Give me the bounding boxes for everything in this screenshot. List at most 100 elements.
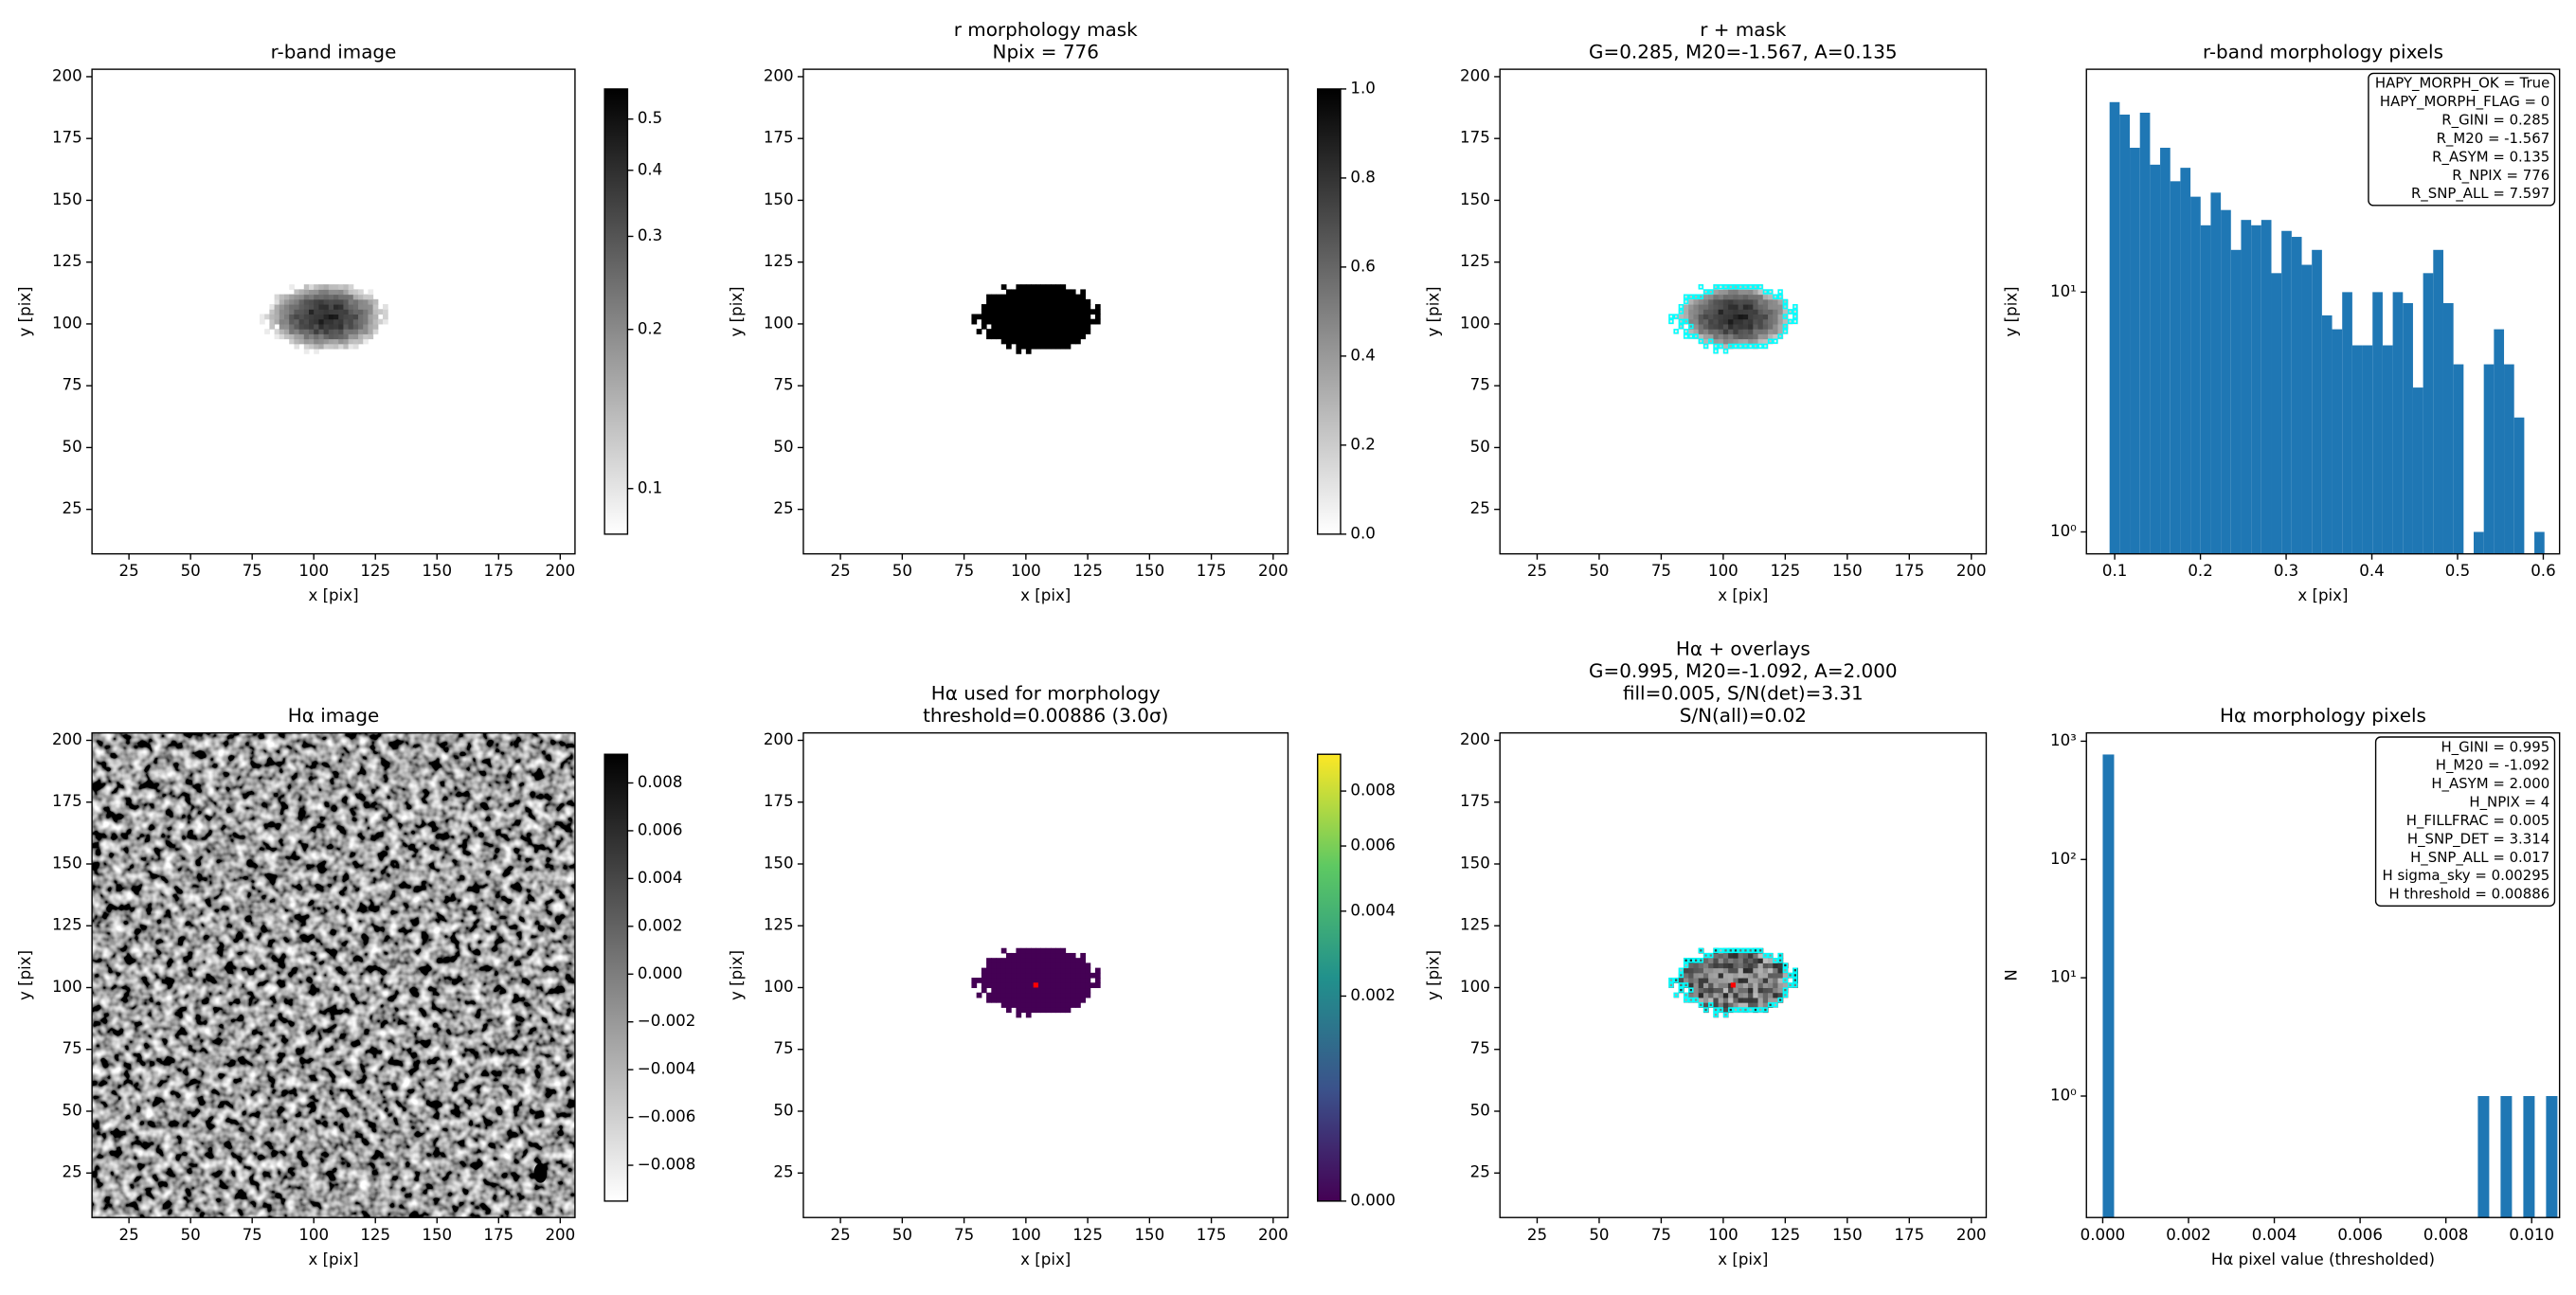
image-pixel	[1080, 298, 1087, 305]
image-pixel	[1025, 284, 1032, 290]
mask-contour	[1733, 284, 1738, 290]
bar	[2342, 292, 2352, 554]
image-pixel	[1050, 338, 1056, 345]
image-pixel	[1708, 333, 1714, 340]
image-pixel	[1777, 962, 1784, 969]
y-tick-label: 125	[52, 916, 82, 934]
image-pixel	[323, 329, 330, 334]
mask-contour	[1792, 309, 1798, 315]
image-pixel	[1777, 958, 1784, 963]
image-pixel	[1045, 972, 1052, 979]
y-tick-label: 200	[52, 730, 82, 748]
image-pixel	[1698, 329, 1704, 334]
y-tick-label: 175	[764, 129, 794, 147]
stats-line: H_SNP_ALL = 0.017	[2410, 849, 2549, 866]
image-pixel	[1702, 997, 1709, 1003]
image-pixel	[1065, 987, 1072, 994]
image-pixel	[318, 329, 325, 334]
image-pixel	[1718, 978, 1724, 983]
axes-frame	[802, 731, 1289, 1218]
image-pixel	[996, 978, 1002, 983]
image-pixel	[1050, 314, 1056, 320]
image-pixel	[1768, 318, 1774, 325]
image-pixel	[264, 314, 270, 320]
image-pixel	[348, 284, 354, 290]
image-pixel	[1713, 294, 1720, 300]
image-pixel	[1055, 314, 1061, 320]
image-pixel	[1040, 962, 1047, 969]
colorbar-tick-label: 0.006	[638, 820, 683, 838]
image-pixel	[1787, 318, 1793, 325]
image-pixel	[1733, 997, 1739, 1003]
image-pixel	[1762, 314, 1769, 320]
image-pixel	[1773, 1002, 1779, 1008]
colorbar	[1317, 753, 1342, 1202]
image-pixel	[1050, 987, 1056, 994]
image-pixel	[323, 284, 330, 290]
bar	[2230, 249, 2242, 554]
image-pixel	[1768, 338, 1774, 345]
image-pixel	[1016, 349, 1022, 354]
image-pixel	[289, 284, 295, 290]
image-pixel	[1060, 323, 1067, 330]
image-pixel	[1738, 958, 1744, 963]
image-pixel	[338, 289, 344, 296]
y-tick-label: 50	[63, 1101, 82, 1119]
image-pixel	[1753, 284, 1759, 290]
image-pixel	[1738, 304, 1744, 310]
y-tick-label: 75	[63, 1039, 82, 1057]
image-pixel	[1011, 972, 1017, 979]
image-pixel	[1777, 987, 1784, 994]
image-pixel	[1055, 309, 1061, 315]
image-pixel	[1055, 298, 1061, 305]
image-pixel	[1025, 304, 1032, 310]
stats-line: R_NPIX = 776	[2452, 167, 2549, 184]
image-pixel	[1031, 309, 1036, 315]
image-pixel	[1792, 309, 1798, 315]
image-pixel	[1055, 1002, 1061, 1008]
image-pixel	[1708, 314, 1714, 320]
image-pixel	[981, 318, 987, 325]
image-pixel	[269, 318, 276, 325]
image-pixel	[1748, 958, 1754, 963]
image-pixel	[1782, 978, 1789, 983]
image-pixel	[1757, 329, 1764, 334]
image-pixel	[1742, 329, 1749, 334]
image-pixel	[303, 314, 310, 320]
image-pixel	[314, 338, 319, 345]
image-pixel	[1722, 1007, 1729, 1014]
mask-contour	[1787, 318, 1793, 325]
image-pixel	[1045, 304, 1052, 310]
image-pixel	[1005, 978, 1012, 983]
mask-contour	[1773, 958, 1778, 963]
y-tick-label: 50	[773, 1101, 793, 1119]
mask-contour	[1678, 982, 1684, 988]
mask-contour	[1683, 982, 1689, 988]
image-pixel	[1060, 294, 1067, 300]
image-pixel	[1768, 967, 1774, 974]
image-pixel	[991, 323, 998, 330]
mask-contour	[1698, 294, 1704, 299]
x-tick-label: 0.6	[2531, 562, 2555, 580]
image-pixel	[996, 329, 1002, 334]
image-pixel	[1025, 962, 1032, 969]
image-pixel	[1055, 294, 1061, 300]
x-tick-label: 75	[954, 1226, 974, 1244]
image-pixel	[1011, 289, 1017, 296]
image-pixel	[1020, 289, 1027, 296]
image-pixel	[1085, 982, 1091, 989]
image-pixel	[1753, 972, 1759, 979]
image-pixel	[1757, 987, 1764, 994]
bar	[2412, 387, 2423, 554]
image-pixel	[1748, 294, 1754, 300]
image-pixel	[1080, 972, 1087, 979]
image-pixel	[1011, 982, 1017, 989]
image-pixel	[1060, 982, 1067, 989]
image-pixel	[1748, 323, 1754, 330]
x-axis-label: x [pix]	[1020, 1250, 1071, 1268]
bar	[2423, 273, 2434, 554]
image-pixel	[348, 294, 354, 300]
y-axis-label: y [pix]	[1424, 286, 1442, 336]
image-pixel	[1753, 298, 1759, 305]
image-pixel	[1738, 947, 1744, 954]
